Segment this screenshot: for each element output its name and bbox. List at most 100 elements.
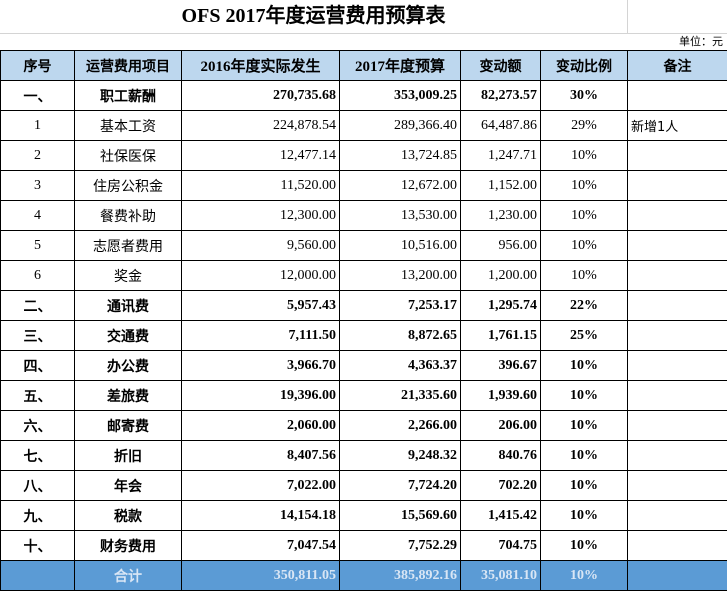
row-change: 82,273.57 [461, 81, 541, 111]
total-seq [1, 561, 75, 591]
row-item: 财务费用 [75, 531, 182, 561]
row-actual-2016: 2,060.00 [182, 411, 340, 441]
row-budget-2017: 12,672.00 [340, 171, 461, 201]
row-seq: 4 [1, 201, 75, 231]
row-item: 邮寄费 [75, 411, 182, 441]
row-ratio: 10% [541, 381, 628, 411]
row-ratio: 10% [541, 141, 628, 171]
row-ratio: 29% [541, 111, 628, 141]
row-note [628, 351, 727, 381]
row-actual-2016: 9,560.00 [182, 231, 340, 261]
total-row: 合计 350,811.05 385,892.16 35,081.10 10% [1, 561, 727, 591]
row-item: 奖金 [75, 261, 182, 291]
header-item: 运营费用项目 [75, 51, 182, 81]
row-actual-2016: 5,957.43 [182, 291, 340, 321]
row-ratio: 22% [541, 291, 628, 321]
row-change: 1,230.00 [461, 201, 541, 231]
row-change: 1,761.15 [461, 321, 541, 351]
title-row: OFS 2017年度运营费用预算表 [0, 0, 727, 34]
row-item: 餐费补助 [75, 201, 182, 231]
row-seq: 七、 [1, 441, 75, 471]
row-budget-2017: 13,530.00 [340, 201, 461, 231]
unit-label: 单位：元 [679, 33, 723, 50]
row-seq: 二、 [1, 291, 75, 321]
total-change: 35,081.10 [461, 561, 541, 591]
row-ratio: 10% [541, 531, 628, 561]
row-item: 交通费 [75, 321, 182, 351]
row-change: 702.20 [461, 471, 541, 501]
row-ratio: 10% [541, 171, 628, 201]
row-budget-2017: 9,248.32 [340, 441, 461, 471]
row-note [628, 471, 727, 501]
total-budget-2017: 385,892.16 [340, 561, 461, 591]
row-note [628, 81, 727, 111]
row-change: 396.67 [461, 351, 541, 381]
row-item: 税款 [75, 501, 182, 531]
row-seq: 八、 [1, 471, 75, 501]
header-ratio: 变动比例 [541, 51, 628, 81]
row-budget-2017: 353,009.25 [340, 81, 461, 111]
row-item: 社保医保 [75, 141, 182, 171]
row-note [628, 201, 727, 231]
row-item: 差旅费 [75, 381, 182, 411]
row-change: 840.76 [461, 441, 541, 471]
row-actual-2016: 8,407.56 [182, 441, 340, 471]
row-ratio: 10% [541, 201, 628, 231]
row-budget-2017: 4,363.37 [340, 351, 461, 381]
row-item: 年会 [75, 471, 182, 501]
row-note [628, 531, 727, 561]
row-item: 通讯费 [75, 291, 182, 321]
grid-line [627, 0, 628, 33]
row-actual-2016: 270,735.68 [182, 81, 340, 111]
row-note [628, 261, 727, 291]
row-seq: 六、 [1, 411, 75, 441]
row-seq: 1 [1, 111, 75, 141]
row-change: 1,939.60 [461, 381, 541, 411]
row-seq: 五、 [1, 381, 75, 411]
row-note [628, 171, 727, 201]
row-seq: 十、 [1, 531, 75, 561]
row-change: 1,247.71 [461, 141, 541, 171]
row-budget-2017: 7,752.29 [340, 531, 461, 561]
row-item: 志愿者费用 [75, 231, 182, 261]
row-change: 1,152.00 [461, 171, 541, 201]
row-actual-2016: 7,047.54 [182, 531, 340, 561]
row-note [628, 321, 727, 351]
row-note [628, 231, 727, 261]
row-actual-2016: 12,000.00 [182, 261, 340, 291]
budget-table: 序号 运营费用项目 2016年度实际发生 2017年度预算 变动额 变动比例 备… [0, 50, 727, 591]
row-actual-2016: 19,396.00 [182, 381, 340, 411]
header-note: 备注 [628, 51, 727, 81]
row-budget-2017: 2,266.00 [340, 411, 461, 441]
row-ratio: 10% [541, 351, 628, 381]
row-seq: 5 [1, 231, 75, 261]
row-actual-2016: 12,477.14 [182, 141, 340, 171]
row-actual-2016: 11,520.00 [182, 171, 340, 201]
row-change: 1,295.74 [461, 291, 541, 321]
row-budget-2017: 13,724.85 [340, 141, 461, 171]
row-change: 956.00 [461, 231, 541, 261]
row-item: 办公费 [75, 351, 182, 381]
total-label: 合计 [75, 561, 182, 591]
row-budget-2017: 8,872.65 [340, 321, 461, 351]
row-actual-2016: 224,878.54 [182, 111, 340, 141]
row-budget-2017: 15,569.60 [340, 501, 461, 531]
row-note [628, 381, 727, 411]
row-budget-2017: 289,366.40 [340, 111, 461, 141]
row-ratio: 10% [541, 471, 628, 501]
row-item: 住房公积金 [75, 171, 182, 201]
row-seq: 3 [1, 171, 75, 201]
